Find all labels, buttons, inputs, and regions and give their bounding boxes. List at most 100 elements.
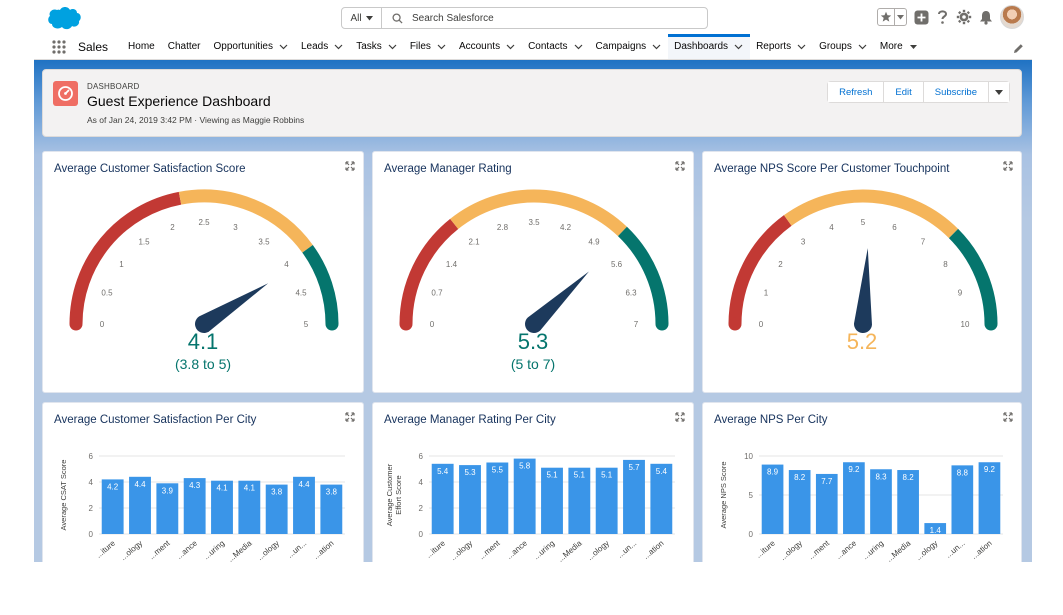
widget-title: Average Customer Satisfaction Score xyxy=(54,163,246,175)
nav-items: Home Chatter Opportunities Leads Tasks Files A… xyxy=(122,34,925,59)
plus-icon[interactable] xyxy=(914,10,929,25)
bar[interactable] xyxy=(650,463,673,534)
chevron-down-icon[interactable] xyxy=(909,44,918,50)
chevron-down-icon[interactable] xyxy=(279,44,288,50)
bar[interactable] xyxy=(238,480,261,534)
x-tick-label: ...ation xyxy=(641,539,665,561)
nav-item-label: Contacts xyxy=(528,41,568,52)
bar[interactable] xyxy=(843,462,865,534)
expand-icon[interactable] xyxy=(345,412,355,422)
bar[interactable] xyxy=(924,523,947,534)
nav-item-reports[interactable]: Reports xyxy=(750,34,813,59)
chevron-down-icon[interactable] xyxy=(797,44,806,50)
y-tick-label: 0 xyxy=(749,530,754,539)
nav-item-tasks[interactable]: Tasks xyxy=(350,34,404,59)
nav-item-files[interactable]: Files xyxy=(404,34,453,59)
bar-value-label: 3.9 xyxy=(162,486,174,495)
expand-icon[interactable] xyxy=(1003,161,1013,171)
gauge-tick-label: 5 xyxy=(861,218,866,227)
bar[interactable] xyxy=(788,470,811,534)
global-header: All xyxy=(34,0,1032,34)
bar[interactable] xyxy=(761,464,784,534)
gauge-widget: Average Manager Rating 0 0.7 1.4 2.1 2.8 3.5 4… xyxy=(372,151,694,393)
gauge-tick-label: 8 xyxy=(943,260,948,269)
bar[interactable] xyxy=(156,483,179,534)
bar-chart-widget: Average NPS Per City Average NPS Score 0 5… xyxy=(702,402,1022,562)
nav-item-campaigns[interactable]: Campaigns xyxy=(590,34,669,59)
x-tick-label: ...ology xyxy=(585,539,611,562)
salesforce-logo[interactable] xyxy=(44,4,84,32)
nav-item-groups[interactable]: Groups xyxy=(813,34,874,59)
bar[interactable] xyxy=(129,476,151,534)
favorites-chevron-down-icon[interactable] xyxy=(894,9,906,25)
nav-item-home[interactable]: Home xyxy=(122,34,162,59)
bar[interactable] xyxy=(978,462,1001,534)
chevron-down-icon[interactable] xyxy=(652,44,661,50)
bar[interactable] xyxy=(265,484,288,534)
bar-value-label: 5.4 xyxy=(656,467,668,476)
expand-icon[interactable] xyxy=(675,412,685,422)
gauge-tick-label: 6.3 xyxy=(625,288,637,297)
x-tick-label: ...iture xyxy=(94,538,117,560)
gauge-tick-label: 6 xyxy=(892,223,897,232)
chevron-down-icon[interactable] xyxy=(858,44,867,50)
expand-icon[interactable] xyxy=(675,161,685,171)
bar[interactable] xyxy=(486,462,509,535)
bar[interactable] xyxy=(513,458,536,534)
nav-item-chatter[interactable]: Chatter xyxy=(162,34,208,59)
x-tick-label: ...ment xyxy=(147,538,172,561)
gauge-band-end xyxy=(399,317,413,331)
bar-value-label: 5.7 xyxy=(628,463,640,472)
widget-title: Average NPS Per City xyxy=(714,414,828,426)
bar[interactable] xyxy=(431,463,454,534)
bar[interactable] xyxy=(211,480,233,534)
bar[interactable] xyxy=(183,478,206,534)
chevron-down-icon[interactable] xyxy=(506,44,515,50)
chevron-down-icon[interactable] xyxy=(388,44,397,50)
gauge-tick-label: 1.5 xyxy=(138,237,150,246)
nav-item-more[interactable]: More xyxy=(874,34,925,59)
bar[interactable] xyxy=(568,467,591,534)
app-launcher-icon[interactable] xyxy=(40,34,78,59)
bar[interactable] xyxy=(951,465,974,534)
bar[interactable] xyxy=(870,469,892,534)
bar[interactable] xyxy=(101,479,124,534)
edit-button[interactable]: Edit xyxy=(883,82,923,102)
subscribe-button[interactable]: Subscribe xyxy=(922,82,988,102)
gauge-tick-label: 2.8 xyxy=(497,223,509,232)
nav-item-label: Tasks xyxy=(356,41,382,52)
expand-icon[interactable] xyxy=(345,161,355,171)
nav-item-leads[interactable]: Leads xyxy=(295,34,350,59)
bar-chart-widget: Average Manager Rating Per City Average … xyxy=(372,402,694,562)
star-icon[interactable] xyxy=(878,9,894,25)
edit-nav-pencil-icon[interactable] xyxy=(1013,41,1024,59)
help-icon[interactable] xyxy=(936,9,949,25)
search-scope-select[interactable]: All xyxy=(342,8,382,28)
bar[interactable] xyxy=(623,459,645,534)
search-icon xyxy=(382,12,412,24)
avatar[interactable] xyxy=(1000,5,1024,29)
nav-item-dashboards[interactable]: Dashboards xyxy=(668,34,751,59)
bar[interactable] xyxy=(897,470,919,534)
nav-item-accounts[interactable]: Accounts xyxy=(453,34,522,59)
more-actions-button[interactable] xyxy=(988,82,1009,102)
expand-icon[interactable] xyxy=(1003,412,1013,422)
nav-item-contacts[interactable]: Contacts xyxy=(522,34,589,59)
bar[interactable] xyxy=(459,465,481,534)
chevron-down-icon[interactable] xyxy=(734,44,743,50)
nav-item-opportunities[interactable]: Opportunities xyxy=(208,34,295,59)
gear-icon[interactable] xyxy=(956,9,972,25)
bar[interactable] xyxy=(541,467,563,534)
bar[interactable] xyxy=(293,476,315,534)
bell-icon[interactable] xyxy=(979,10,993,25)
gauge-tick-label: 5 xyxy=(304,320,309,329)
refresh-button[interactable]: Refresh xyxy=(828,82,884,102)
search-input[interactable] xyxy=(412,12,692,24)
bar[interactable] xyxy=(815,473,838,534)
bar[interactable] xyxy=(595,467,618,534)
gauge-tick-label: 3 xyxy=(801,237,806,246)
chevron-down-icon[interactable] xyxy=(437,44,446,50)
chevron-down-icon[interactable] xyxy=(574,44,583,50)
bar[interactable] xyxy=(320,484,343,534)
chevron-down-icon[interactable] xyxy=(334,44,343,50)
